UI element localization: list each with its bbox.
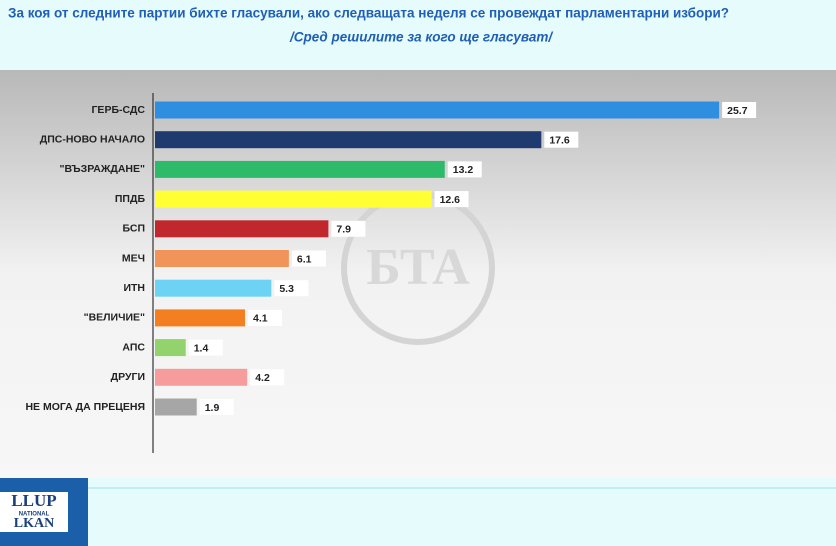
value-label-bg bbox=[250, 369, 285, 386]
category-label: МЕЧ bbox=[122, 252, 145, 264]
category-label: ДРУГИ bbox=[111, 371, 145, 383]
value-label-bg bbox=[247, 309, 282, 326]
chart-title: За коя от следните партии бихте гласувал… bbox=[8, 6, 729, 21]
category-label: ГЕРБ-СДС bbox=[91, 104, 145, 116]
bar bbox=[155, 131, 542, 149]
bar bbox=[155, 279, 272, 297]
value-label-bg bbox=[722, 102, 757, 118]
category-label: НЕ МОГА ДА ПРЕЦЕНЯ bbox=[25, 401, 145, 413]
bar bbox=[155, 309, 245, 327]
value-label: 1.4 bbox=[194, 342, 209, 354]
bar bbox=[155, 101, 720, 119]
value-label: 5.3 bbox=[279, 283, 294, 295]
watermark: БТА bbox=[366, 239, 470, 296]
value-label-bg bbox=[274, 280, 309, 297]
value-label: 4.2 bbox=[255, 372, 270, 384]
value-label: 25.7 bbox=[727, 105, 748, 117]
value-label: 1.9 bbox=[205, 402, 220, 414]
value-label: 6.1 bbox=[297, 253, 312, 265]
logo-text: LLUP bbox=[11, 491, 56, 510]
category-label: БСП bbox=[122, 223, 145, 235]
header-band bbox=[0, 0, 836, 70]
value-label-bg bbox=[447, 161, 482, 178]
bar bbox=[155, 190, 432, 208]
category-label: ИТН bbox=[123, 282, 145, 294]
bar bbox=[155, 398, 197, 416]
bar bbox=[155, 250, 289, 267]
logo-text: NATIONAL bbox=[19, 512, 50, 518]
bar bbox=[155, 160, 445, 178]
value-label-bg bbox=[291, 250, 326, 267]
bar bbox=[155, 368, 248, 386]
value-label-bg bbox=[434, 191, 469, 208]
value-label-bg bbox=[188, 339, 223, 356]
value-label: 4.1 bbox=[253, 313, 268, 325]
logo-text: LKAN bbox=[14, 516, 54, 531]
category-label: ППДБ bbox=[115, 193, 146, 205]
category-label: ДПС-НОВО НАЧАЛО bbox=[40, 133, 145, 145]
bar bbox=[155, 220, 329, 238]
value-label: 13.2 bbox=[453, 164, 474, 176]
value-label-bg bbox=[544, 131, 579, 148]
value-label: 7.9 bbox=[336, 224, 351, 236]
value-label-bg bbox=[331, 220, 366, 237]
category-label: АПС bbox=[122, 341, 145, 353]
chart-subtitle: /Сред решилите за кого ще гласуват/ bbox=[289, 30, 553, 45]
logo-plate bbox=[0, 492, 68, 532]
category-label: "ВЕЛИЧИЕ" bbox=[84, 312, 145, 324]
value-label-bg bbox=[199, 399, 234, 415]
value-label: 17.6 bbox=[549, 134, 570, 146]
value-label: 12.6 bbox=[440, 194, 461, 206]
bar bbox=[155, 339, 186, 357]
footer-band bbox=[0, 478, 836, 546]
category-label: "ВЪЗРАЖДАНЕ" bbox=[59, 163, 145, 175]
